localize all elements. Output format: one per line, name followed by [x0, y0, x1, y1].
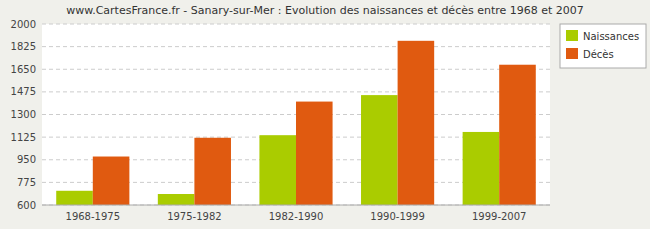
y-tick-label: 1475	[11, 86, 36, 97]
y-tick-label: 2000	[11, 19, 36, 30]
legend-label: Décès	[583, 49, 614, 60]
y-tick-label: 1125	[11, 132, 36, 143]
x-axis-line	[42, 205, 550, 206]
bar	[259, 135, 296, 205]
bar	[56, 191, 93, 205]
legend: Naissances Décès	[560, 24, 646, 68]
bar	[296, 102, 333, 205]
bar	[499, 65, 536, 205]
grid-line	[42, 91, 550, 92]
x-axis: 1968-1975 1975-1982 1982-1990 1990-1999 1999…	[42, 205, 550, 222]
bar	[463, 132, 500, 205]
grid-line	[42, 205, 550, 206]
chart-container: www.CartesFrance.fr - Sanary-sur-Mer : E…	[0, 0, 650, 229]
y-tick-label: 1300	[11, 109, 36, 120]
x-tick-label: 1999-2007	[472, 211, 527, 222]
y-tick-label: 1650	[11, 64, 36, 75]
bar	[93, 157, 130, 205]
x-tick-label: 1975-1982	[167, 211, 222, 222]
y-tick-label: 775	[17, 177, 36, 188]
title: www.CartesFrance.fr - Sanary-sur-Mer : E…	[66, 4, 584, 17]
legend-label: Naissances	[583, 31, 639, 42]
x-tick-label: 1990-1999	[370, 211, 425, 222]
grid-line	[42, 24, 550, 25]
bar	[361, 95, 398, 205]
bar	[398, 41, 435, 205]
legend-swatch	[566, 48, 578, 59]
x-tick-label: 1968-1975	[66, 211, 121, 222]
bars	[56, 41, 536, 205]
y-tick-label: 1825	[11, 41, 36, 52]
y-tick-label: 600	[17, 200, 36, 211]
x-tick-label: 1982-1990	[269, 211, 324, 222]
y-tick-label: 950	[17, 154, 36, 165]
grid-line	[42, 69, 550, 70]
legend-swatch	[566, 30, 578, 41]
chart: www.CartesFrance.fr - Sanary-sur-Mer : E…	[0, 0, 650, 229]
legend-frame	[560, 24, 646, 68]
grid-line	[42, 46, 550, 47]
bar	[194, 138, 231, 205]
bar	[158, 194, 195, 205]
